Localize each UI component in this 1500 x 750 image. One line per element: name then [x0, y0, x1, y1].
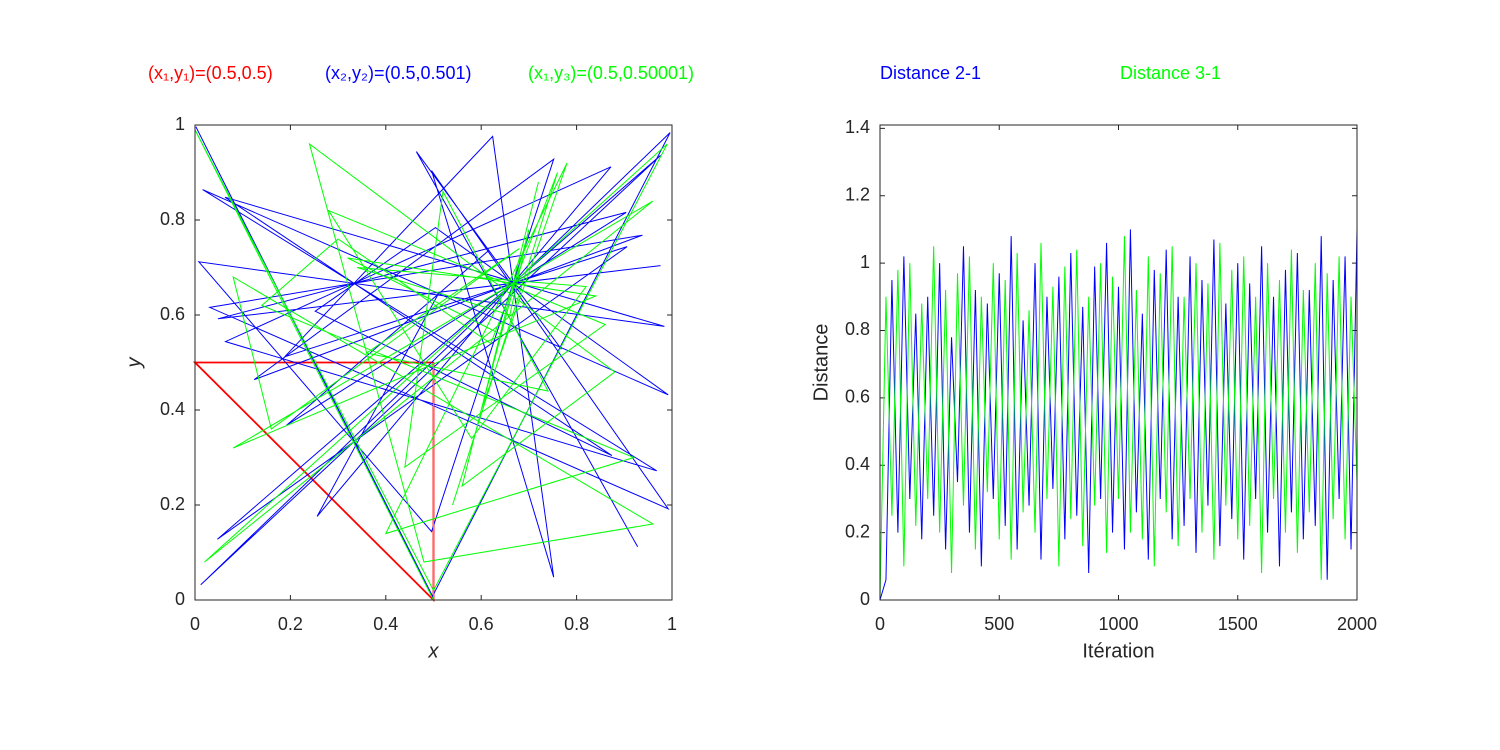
x-tick-label: 0.6: [469, 614, 494, 634]
x-axis-label: Itération: [1082, 640, 1154, 662]
x-tick-label: 1500: [1218, 614, 1258, 634]
y-tick-label: 0.6: [845, 387, 870, 407]
x-tick-label: 2000: [1337, 614, 1377, 634]
x-tick-label: 0: [875, 614, 885, 634]
axes-box: [194, 124, 673, 601]
y-tick-label: 0.8: [845, 319, 870, 339]
y-axis-label: Distance: [810, 324, 832, 402]
x-axis-label: x: [428, 640, 440, 662]
y-tick-label: 0.8: [160, 209, 185, 229]
legend-entry: (x₂,y₂)=(0.5,0.501): [325, 63, 472, 83]
legend-entry: Distance 2-1: [880, 63, 981, 83]
y-tick-label: 0.4: [845, 454, 870, 474]
x-tick-label: 0.8: [564, 614, 589, 634]
series-line: [195, 126, 671, 600]
y-tick-label: 0.2: [160, 494, 185, 514]
axes-box: [879, 124, 1358, 601]
x-tick-label: 0.2: [278, 614, 303, 634]
y-tick-label: 1: [860, 252, 870, 272]
y-tick-label: 0.4: [160, 399, 185, 419]
series-line: [879, 229, 1358, 601]
y-tick-label: 0: [860, 589, 870, 609]
y-tick-label: 1.2: [845, 184, 870, 204]
y-tick-label: 0.6: [160, 304, 185, 324]
series-line: [194, 129, 668, 601]
y-tick-label: 1.4: [845, 117, 870, 137]
y-tick-label: 0.2: [845, 521, 870, 541]
x-tick-label: 500: [984, 614, 1014, 634]
x-tick-label: 1: [667, 614, 677, 634]
x-tick-label: 1000: [1098, 614, 1138, 634]
y-tick-label: 0: [175, 589, 185, 609]
legend-entry: (x₁,y₁)=(0.5,0.5): [148, 63, 273, 83]
series-line: [879, 236, 1358, 601]
y-axis-label: y: [123, 357, 145, 370]
legend-entry: (x₁,y₃)=(0.5,0.50001): [528, 63, 694, 83]
x-tick-label: 0: [190, 614, 200, 634]
y-tick-label: 1: [175, 114, 185, 134]
x-tick-label: 0.4: [373, 614, 398, 634]
legend-entry: Distance 3-1: [1120, 63, 1221, 83]
